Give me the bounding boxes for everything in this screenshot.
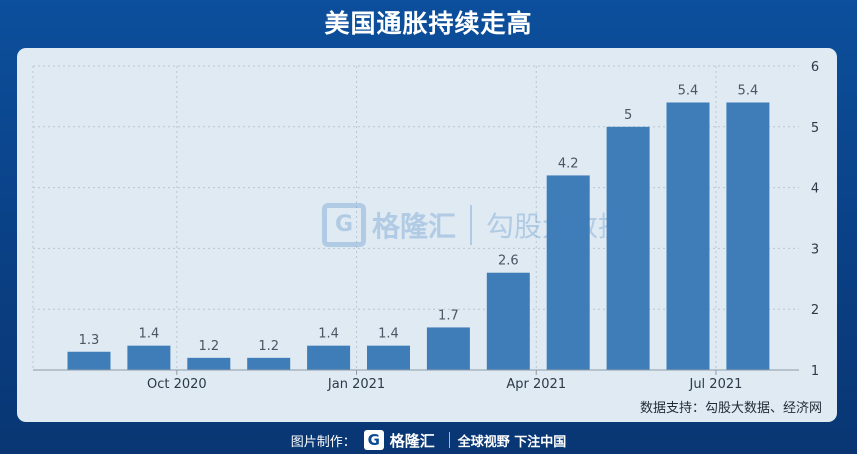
bar-value-label: 1.7 bbox=[438, 308, 459, 323]
y-tick-label: 1 bbox=[811, 364, 819, 379]
bar bbox=[187, 357, 231, 370]
y-tick-label: 2 bbox=[811, 303, 819, 318]
y-tick-label: 3 bbox=[811, 242, 819, 257]
bar bbox=[426, 327, 470, 370]
bar-value-label: 1.4 bbox=[378, 327, 399, 342]
watermark-divider bbox=[470, 205, 473, 245]
gelonghui-logo-icon: G bbox=[363, 430, 384, 450]
x-tick-label: Apr 2021 bbox=[506, 377, 566, 392]
data-source: 数据支持：勾股大数据、经济网 bbox=[639, 401, 822, 416]
bar-value-label: 1.3 bbox=[79, 333, 100, 348]
y-tick-label: 4 bbox=[811, 182, 819, 197]
footer: 图片制作： G 格隆汇 全球视野 下注中国 bbox=[0, 426, 857, 454]
x-tick-label: Oct 2020 bbox=[147, 377, 207, 392]
bar bbox=[486, 272, 530, 370]
watermark-partner: 勾股大数据 bbox=[486, 210, 627, 243]
watermark-brand: 格隆汇 bbox=[372, 210, 457, 243]
footer-label: 图片制作： bbox=[290, 434, 356, 450]
chart-card: 1 2 3 4 5 6 1.3 1.4 1.2 1.2 1.4 1.4 1.7 2.6 4.2 5 5.4 5.4… bbox=[17, 48, 837, 422]
bar-value-label: 2.6 bbox=[498, 254, 519, 269]
footer-divider bbox=[448, 432, 450, 448]
bar bbox=[307, 345, 351, 370]
bar bbox=[666, 102, 710, 371]
bar-value-label: 1.2 bbox=[198, 339, 219, 354]
watermark: G 格隆汇 勾股大数据 bbox=[322, 203, 626, 247]
y-tick-label: 5 bbox=[811, 121, 819, 136]
bar bbox=[67, 351, 111, 370]
bar bbox=[247, 357, 291, 370]
bar bbox=[606, 126, 650, 370]
bar-value-label: 5.4 bbox=[738, 83, 759, 98]
footer-slogan: 全球视野 下注中国 bbox=[457, 434, 567, 450]
x-tick-label: Jul 2021 bbox=[688, 377, 742, 392]
bar-chart: 1 2 3 4 5 6 1.3 1.4 1.2 1.2 1.4 1.4 1.7 2.6 4.2 5 5.4 5.4… bbox=[32, 60, 819, 392]
x-tick-label: Jan 2021 bbox=[327, 377, 385, 392]
footer-brand: 格隆汇 bbox=[389, 431, 435, 450]
bar-value-label: 1.2 bbox=[258, 339, 279, 354]
page-title: 美国通胀持续走高 bbox=[324, 9, 533, 38]
bar-value-label: 4.2 bbox=[558, 156, 579, 171]
bar bbox=[367, 345, 410, 370]
watermark-logo-icon: G bbox=[322, 203, 366, 247]
bar-value-label: 5.4 bbox=[678, 83, 699, 98]
bar-value-label: 1.4 bbox=[139, 327, 160, 342]
bar bbox=[127, 345, 171, 370]
bar-value-label: 1.4 bbox=[318, 327, 339, 342]
bar bbox=[726, 102, 770, 371]
bar bbox=[546, 175, 590, 370]
bar-value-label: 5 bbox=[624, 108, 632, 123]
y-tick-label: 6 bbox=[811, 60, 819, 75]
